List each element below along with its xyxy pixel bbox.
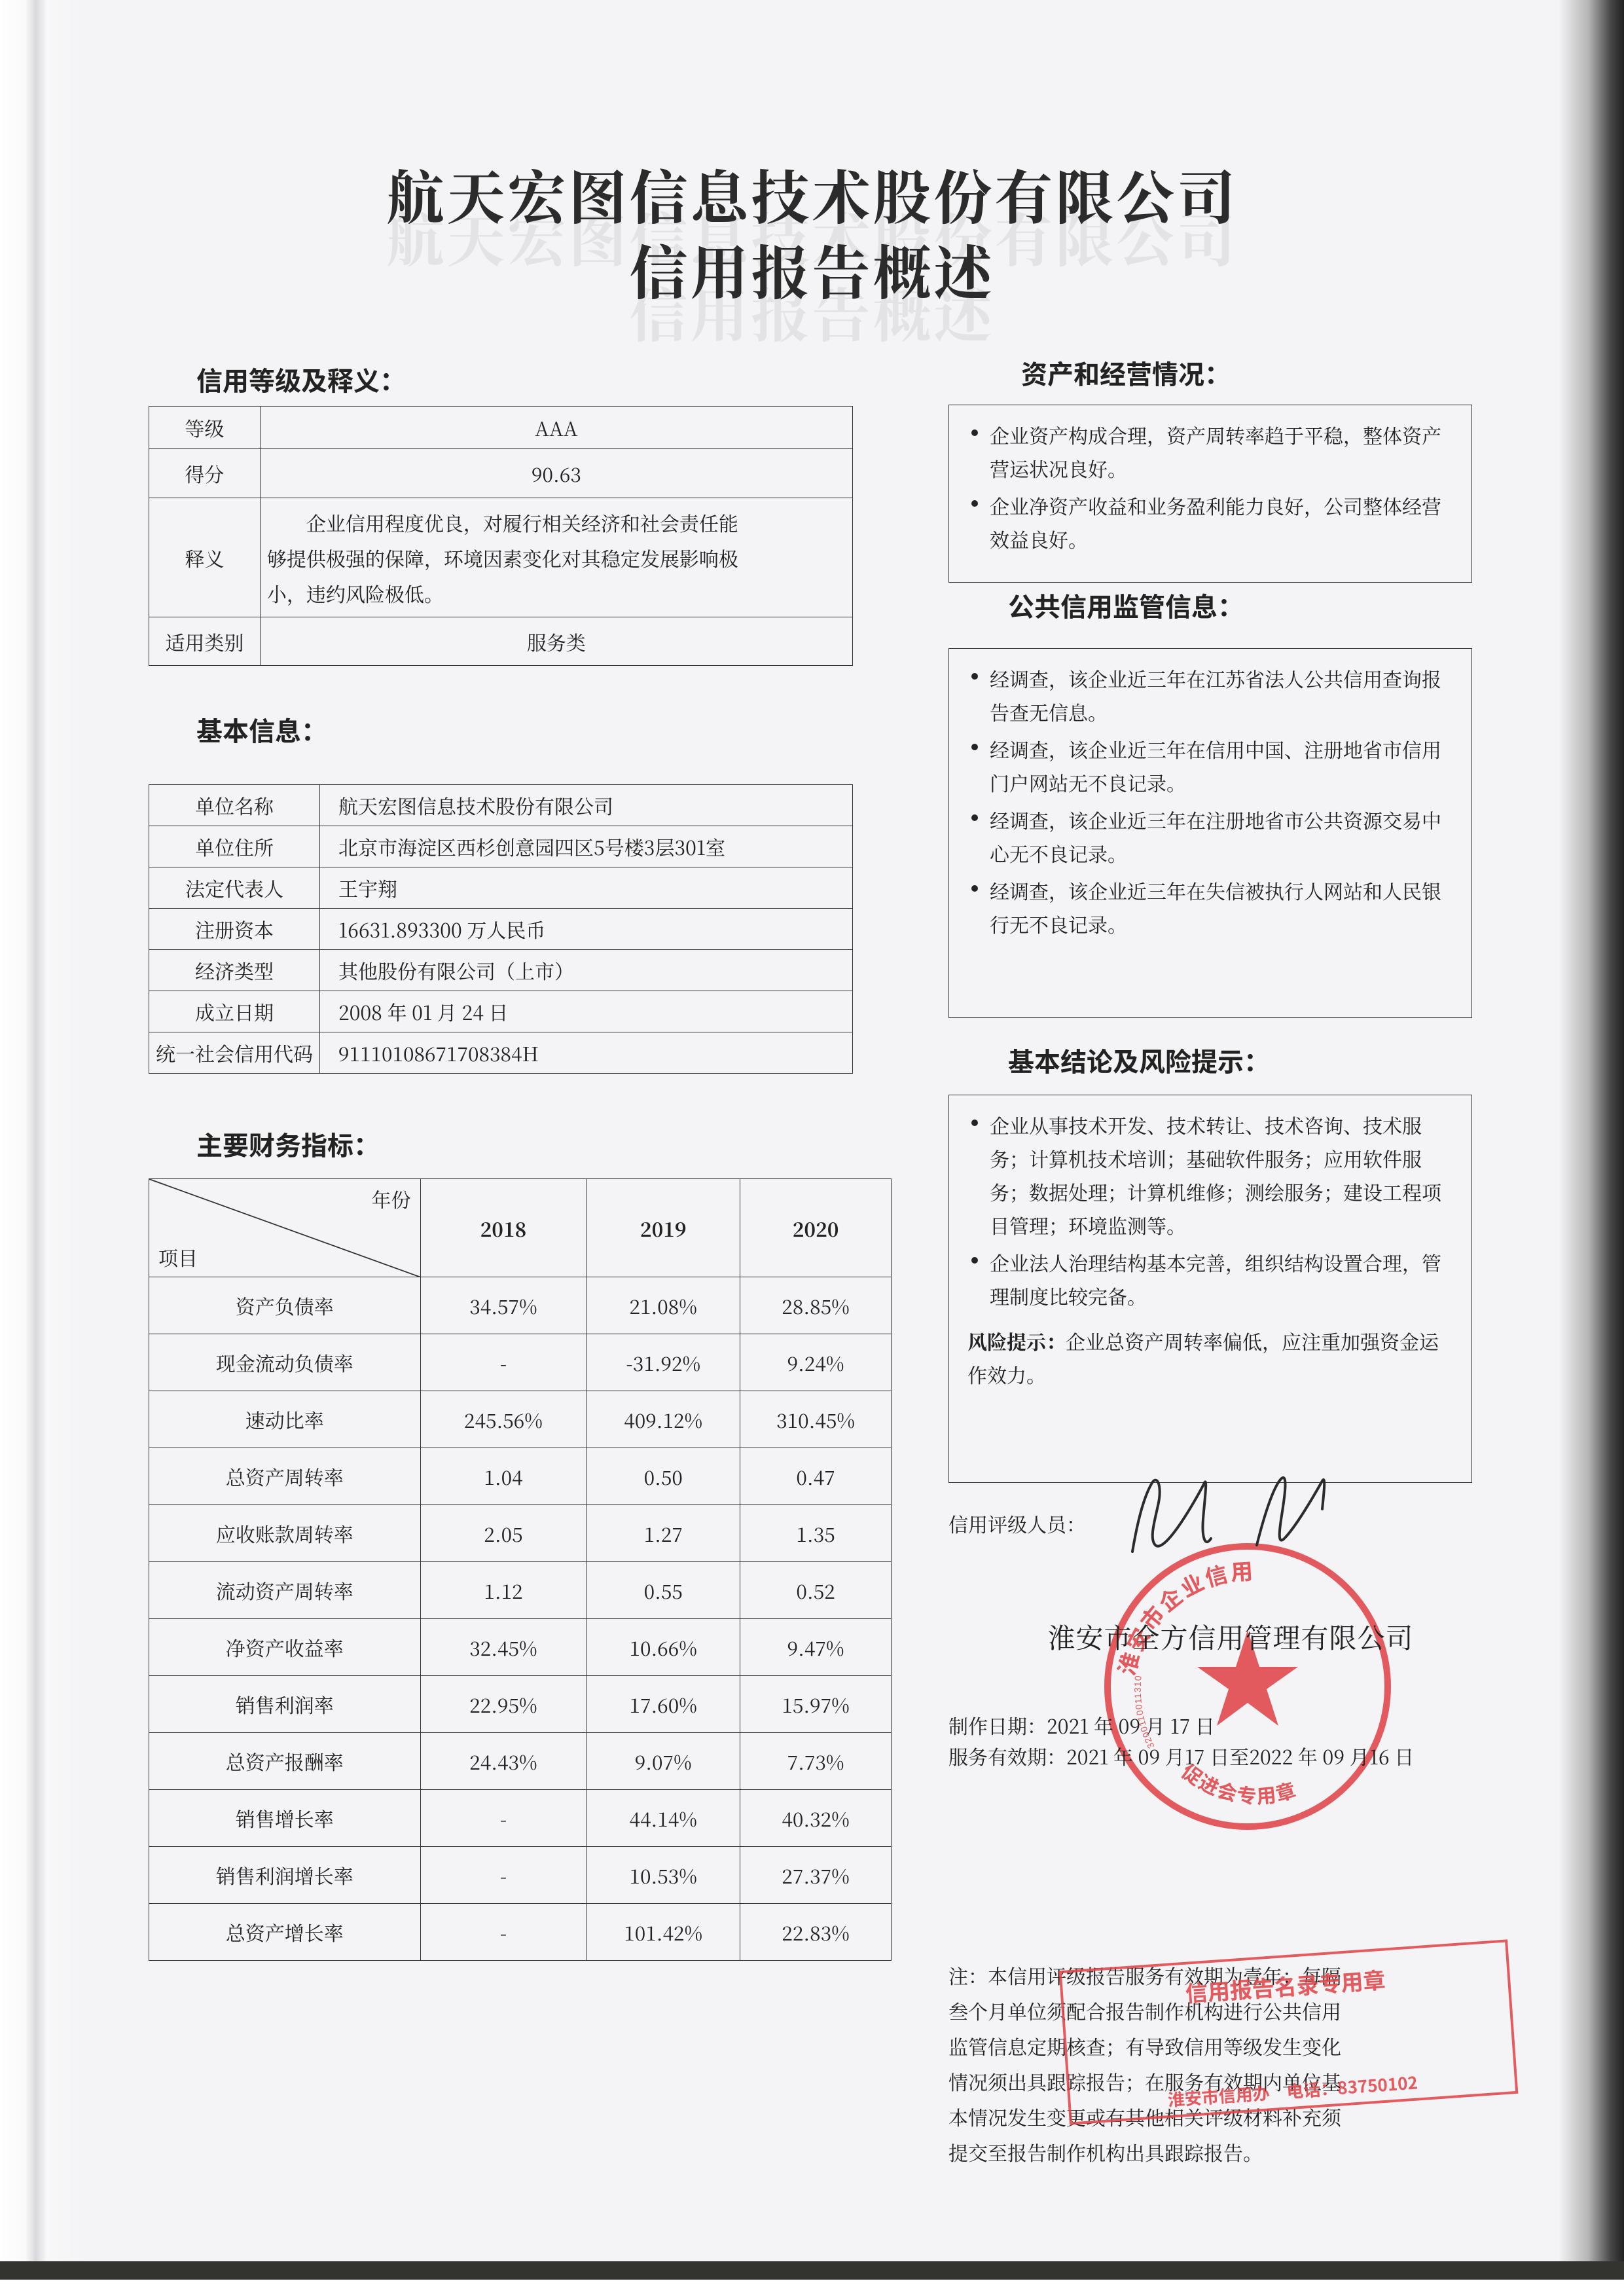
svg-text:淮安市企业信用: 淮安市企业信用 [1109,1554,1255,1679]
